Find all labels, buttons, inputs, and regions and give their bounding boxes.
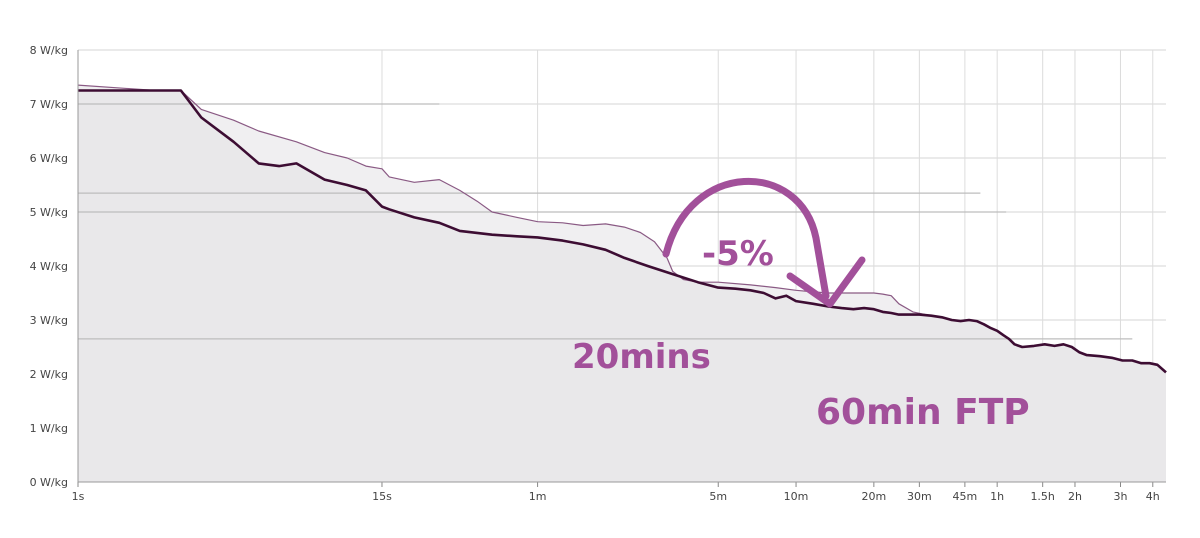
y-tick-label: 0 W/kg: [30, 476, 68, 489]
y-tick-label: 3 W/kg: [30, 314, 68, 327]
y-tick-label: 2 W/kg: [30, 368, 68, 381]
y-tick-label: 5 W/kg: [30, 206, 68, 219]
x-tick-label: 2h: [1068, 490, 1082, 503]
annotation-60min-ftp: 60min FTP: [816, 392, 1030, 433]
curved-arrow: [662, 177, 830, 300]
series-line-main: [78, 89, 1167, 374]
series-line-comparison: [77, 84, 926, 316]
axis-layer: 0 W/kg 1 W/kg 2 W/kg 3 W/kg 4 W/kg 5 W/kg 6 W/…: [30, 44, 1166, 503]
y-tick-label: 6 W/kg: [30, 152, 68, 165]
series-layer: [77, 84, 1167, 374]
x-tick-label: 1h: [990, 490, 1004, 503]
x-tick-label: 5m: [709, 490, 727, 503]
x-tick-label: 1s: [72, 490, 85, 503]
arrowhead: [786, 256, 866, 308]
x-tick-label: 15s: [372, 490, 392, 503]
y-tick-label: 1 W/kg: [30, 422, 68, 435]
x-tick-label: 1m: [529, 490, 547, 503]
x-tick-label: 45m: [953, 490, 978, 503]
annotation-minus-5-percent: -5%: [702, 234, 774, 274]
y-tick-label: 4 W/kg: [30, 260, 68, 273]
area-fill-comparison: [78, 85, 926, 315]
y-tick-label: 7 W/kg: [30, 98, 68, 111]
y-tick-label: 8 W/kg: [30, 44, 68, 57]
x-tick-label: 1.5h: [1030, 490, 1054, 503]
x-tick-label: 4h: [1146, 490, 1160, 503]
annotation-layer: -5% 20mins 60min FTP: [572, 177, 1030, 433]
x-tick-label: 30m: [907, 490, 932, 503]
area-layer: [78, 85, 1166, 482]
annotation-20mins: 20mins: [572, 337, 711, 377]
x-tick-label: 3h: [1113, 490, 1127, 503]
area-fill-main: [78, 90, 1166, 482]
x-tick-label: 20m: [861, 490, 886, 503]
x-tick-label: 10m: [784, 490, 809, 503]
reference-lines: [78, 103, 1133, 340]
